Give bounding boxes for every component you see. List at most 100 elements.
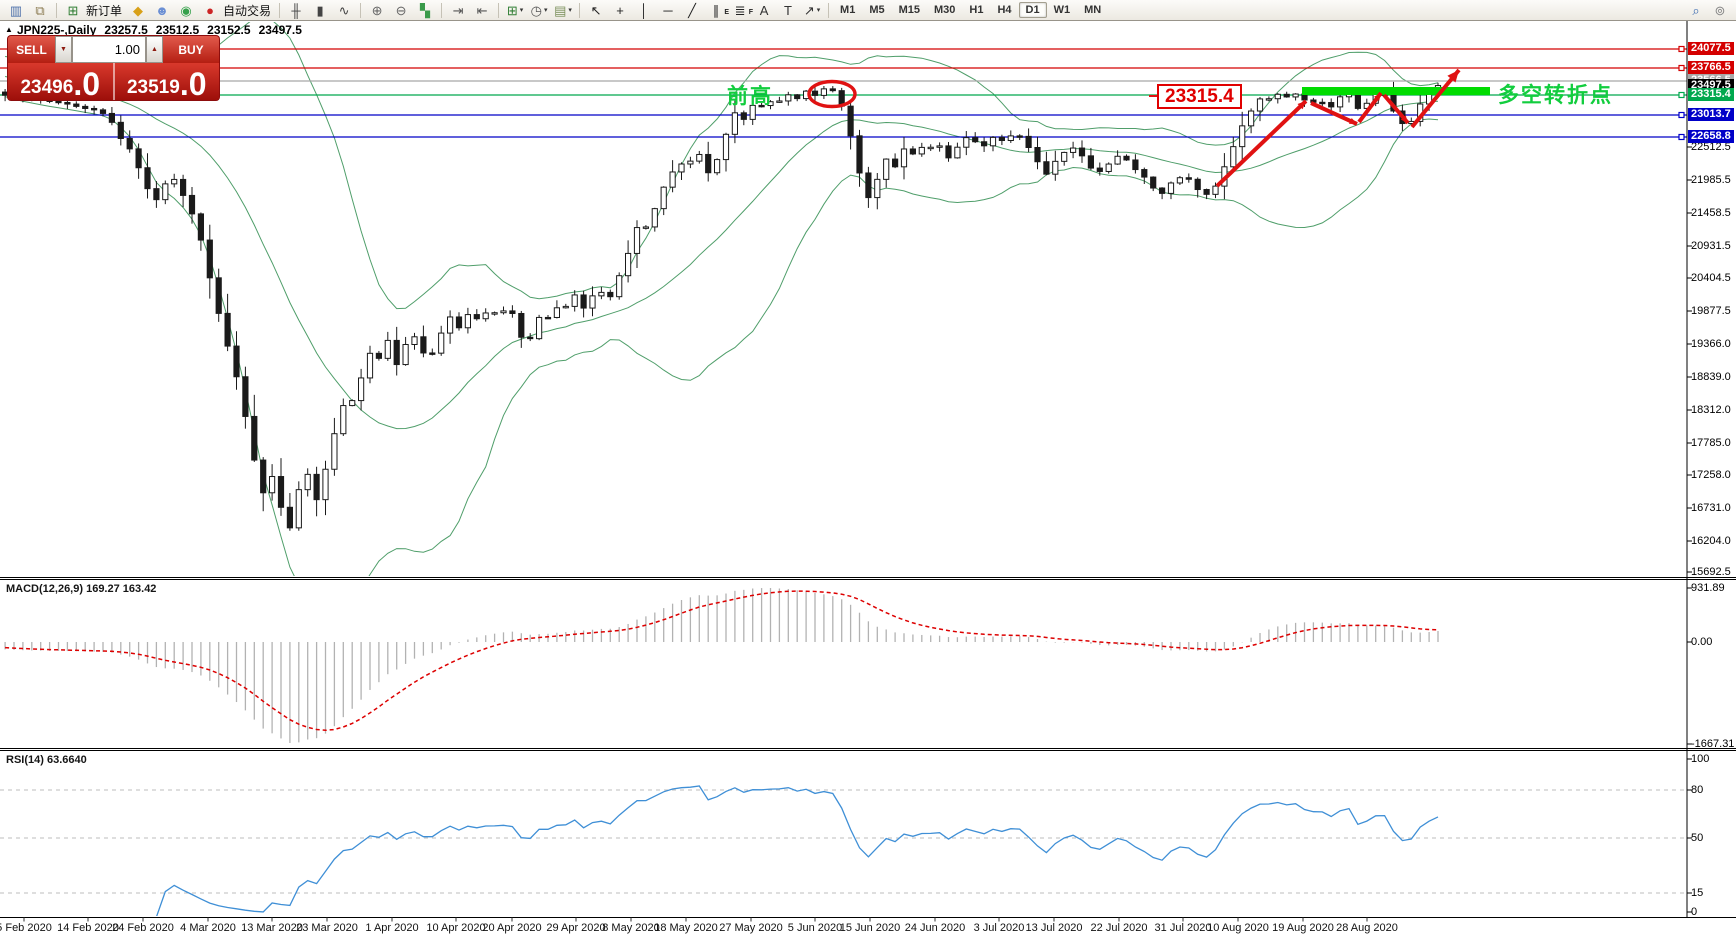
market-watch-icon[interactable]: ▥ xyxy=(9,2,23,18)
autotrading-label: 自动交易 xyxy=(223,3,272,18)
rsi-scale-tick: 50 xyxy=(1691,832,1704,844)
buy-price-main: 23519 xyxy=(126,77,180,98)
macd-panel xyxy=(4,588,1439,743)
buy-button[interactable]: BUY xyxy=(163,36,219,63)
date-axis-label: 13 Jul 2020 xyxy=(1025,922,1083,934)
bollinger-band-u xyxy=(5,22,1439,310)
bollinger-band-m xyxy=(5,76,1439,430)
price-level-badge: 23013.7 xyxy=(1688,108,1734,121)
trend-arrow-head xyxy=(1447,70,1459,83)
trendline-icon[interactable]: ╱ xyxy=(688,2,696,18)
zoom-in-icon[interactable]: ⊕ xyxy=(371,2,383,18)
analysis-objects xyxy=(807,68,1490,188)
templates-icon[interactable]: ▤ ▾ xyxy=(554,2,572,18)
candlestick-chart-icon[interactable]: ▮ xyxy=(316,2,324,18)
indicators-icon[interactable]: ⊞ ▾ xyxy=(506,2,524,18)
volume-step-up-button[interactable]: ▲ xyxy=(146,36,163,63)
collapse-panel-icon[interactable]: ▲ xyxy=(5,25,13,34)
chat-icon[interactable]: ⊚ xyxy=(1714,2,1726,18)
timeframe-m5-button[interactable]: M5 xyxy=(869,4,885,16)
date-axis-label: 15 Jun 2020 xyxy=(839,922,901,934)
toolbar-separator xyxy=(828,2,830,18)
horizontal-line-icon[interactable]: ─ xyxy=(663,2,673,18)
equidistant-channel-icon[interactable]: ∥ E xyxy=(704,2,729,19)
periods-icon[interactable]: ◷ ▾ xyxy=(530,2,548,18)
chart-title: JPN225-,Daily 23257.5 23512.5 23152.5 23… xyxy=(17,23,302,37)
dropdown-caret-icon: ▾ xyxy=(568,6,572,14)
rsi-scale-tick: 15 xyxy=(1691,887,1704,899)
buy-price-decimal: .0 xyxy=(179,65,207,100)
price-level-badge: 22658.8 xyxy=(1688,130,1734,143)
trend-arrow-head xyxy=(1374,93,1381,101)
volume-step-down-button[interactable]: ▼ xyxy=(55,36,72,63)
line-chart-icon[interactable]: ∿ xyxy=(338,2,350,18)
price-scale-tick: 18312.0 xyxy=(1691,404,1731,416)
vertical-line-icon[interactable]: │ xyxy=(639,2,649,18)
bar-chart-icon[interactable]: ╫ xyxy=(291,2,301,18)
date-axis-label: 24 Jun 2020 xyxy=(904,922,966,934)
date-axis-label: 1 Apr 2020 xyxy=(365,922,419,934)
text-icon[interactable]: A xyxy=(759,2,769,18)
cursor-icon[interactable]: ↖ xyxy=(590,2,602,18)
rsi-scale-tick: 100 xyxy=(1691,753,1710,765)
date-axis-label: 31 Jul 2020 xyxy=(1154,922,1212,934)
navigator-icon[interactable]: ⧉ xyxy=(35,2,45,18)
trend-arrow-segment[interactable] xyxy=(1410,68,1461,129)
buy-price[interactable]: 23519 .0 xyxy=(115,63,220,100)
sell-button[interactable]: SELL xyxy=(8,36,55,63)
chart-shift-icon[interactable]: ⇤ xyxy=(476,2,488,18)
volume-input[interactable] xyxy=(72,36,146,63)
expert-advisors-icon[interactable]: ◆ xyxy=(133,2,144,18)
new-order-icon[interactable]: ⊞ xyxy=(67,2,79,18)
zoom-out-icon[interactable]: ⊖ xyxy=(395,2,407,18)
prev-high-annotation[interactable]: 前高 xyxy=(727,85,773,108)
prev-high-circle[interactable] xyxy=(807,79,857,109)
line-endpoint-marker xyxy=(1678,111,1685,119)
signal-icon[interactable]: ◉ xyxy=(180,2,192,18)
fibonacci-icon[interactable]: ≣ F xyxy=(728,2,753,19)
timeframe-mn-button[interactable]: MN xyxy=(1084,4,1102,16)
timeframe-h4-button[interactable]: H4 xyxy=(997,4,1012,16)
level-price-annotation[interactable]: 23315.4 xyxy=(1157,84,1242,109)
date-axis-label: 14 Feb 2020 xyxy=(57,922,119,934)
crosshair-icon[interactable]: + xyxy=(616,2,624,18)
price-scale-tick: 19877.5 xyxy=(1691,305,1731,317)
price-scale-tick: 21458.5 xyxy=(1691,207,1731,219)
profile-icon[interactable]: ☻ xyxy=(155,2,169,18)
rsi-panel xyxy=(156,785,1439,916)
price-scale-tick: 17258.0 xyxy=(1691,469,1731,481)
date-axis-label: 19 Aug 2020 xyxy=(1272,922,1334,934)
trend-arrow-segment[interactable] xyxy=(1215,99,1308,188)
price-scale-tick: 16204.0 xyxy=(1691,535,1731,547)
date-axis-label: 10 Aug 2020 xyxy=(1207,922,1269,934)
trend-arrow-head xyxy=(1297,101,1306,110)
macd-signal-line xyxy=(5,590,1439,732)
tile-windows-icon[interactable]: ▚ xyxy=(420,2,431,18)
turning-point-level-bar[interactable] xyxy=(1302,87,1490,95)
price-scale-tick: 16731.0 xyxy=(1691,502,1731,514)
trend-arrow-segment[interactable] xyxy=(1310,101,1358,126)
timeframe-m1-button[interactable]: M1 xyxy=(840,4,856,16)
autotrading-icon[interactable]: ● xyxy=(206,2,214,18)
turning-point-annotation[interactable]: 多空转折点 xyxy=(1498,84,1613,107)
timeframe-d1-button[interactable]: D1 xyxy=(1018,2,1047,18)
macd-scale-tick: 0.00 xyxy=(1691,636,1713,648)
date-axis-label: 29 Apr 2020 xyxy=(546,922,606,934)
auto-scroll-icon[interactable]: ⇥ xyxy=(452,2,464,18)
timeframe-h1-button[interactable]: H1 xyxy=(969,4,984,16)
ohlc-open: 23257.5 xyxy=(104,23,148,37)
search-icon[interactable]: ⌕ xyxy=(1692,2,1700,18)
text-label-icon[interactable]: T xyxy=(784,2,792,18)
new-order-label: 新订单 xyxy=(86,3,123,18)
date-axis-label: 28 Aug 2020 xyxy=(1336,922,1398,934)
price-divider xyxy=(112,63,115,100)
line-endpoint-marker xyxy=(1678,45,1685,53)
toolbar-separator xyxy=(360,2,362,18)
timeframe-m15-button[interactable]: M15 xyxy=(898,4,920,16)
timeframe-m30-button[interactable]: M30 xyxy=(934,4,956,16)
arrows-icon[interactable]: ↗ ▾ xyxy=(803,2,821,18)
sell-price[interactable]: 23496 .0 xyxy=(8,63,113,100)
timeframe-w1-button[interactable]: W1 xyxy=(1053,4,1071,16)
date-axis-label: 5 Jun 2020 xyxy=(787,922,843,934)
